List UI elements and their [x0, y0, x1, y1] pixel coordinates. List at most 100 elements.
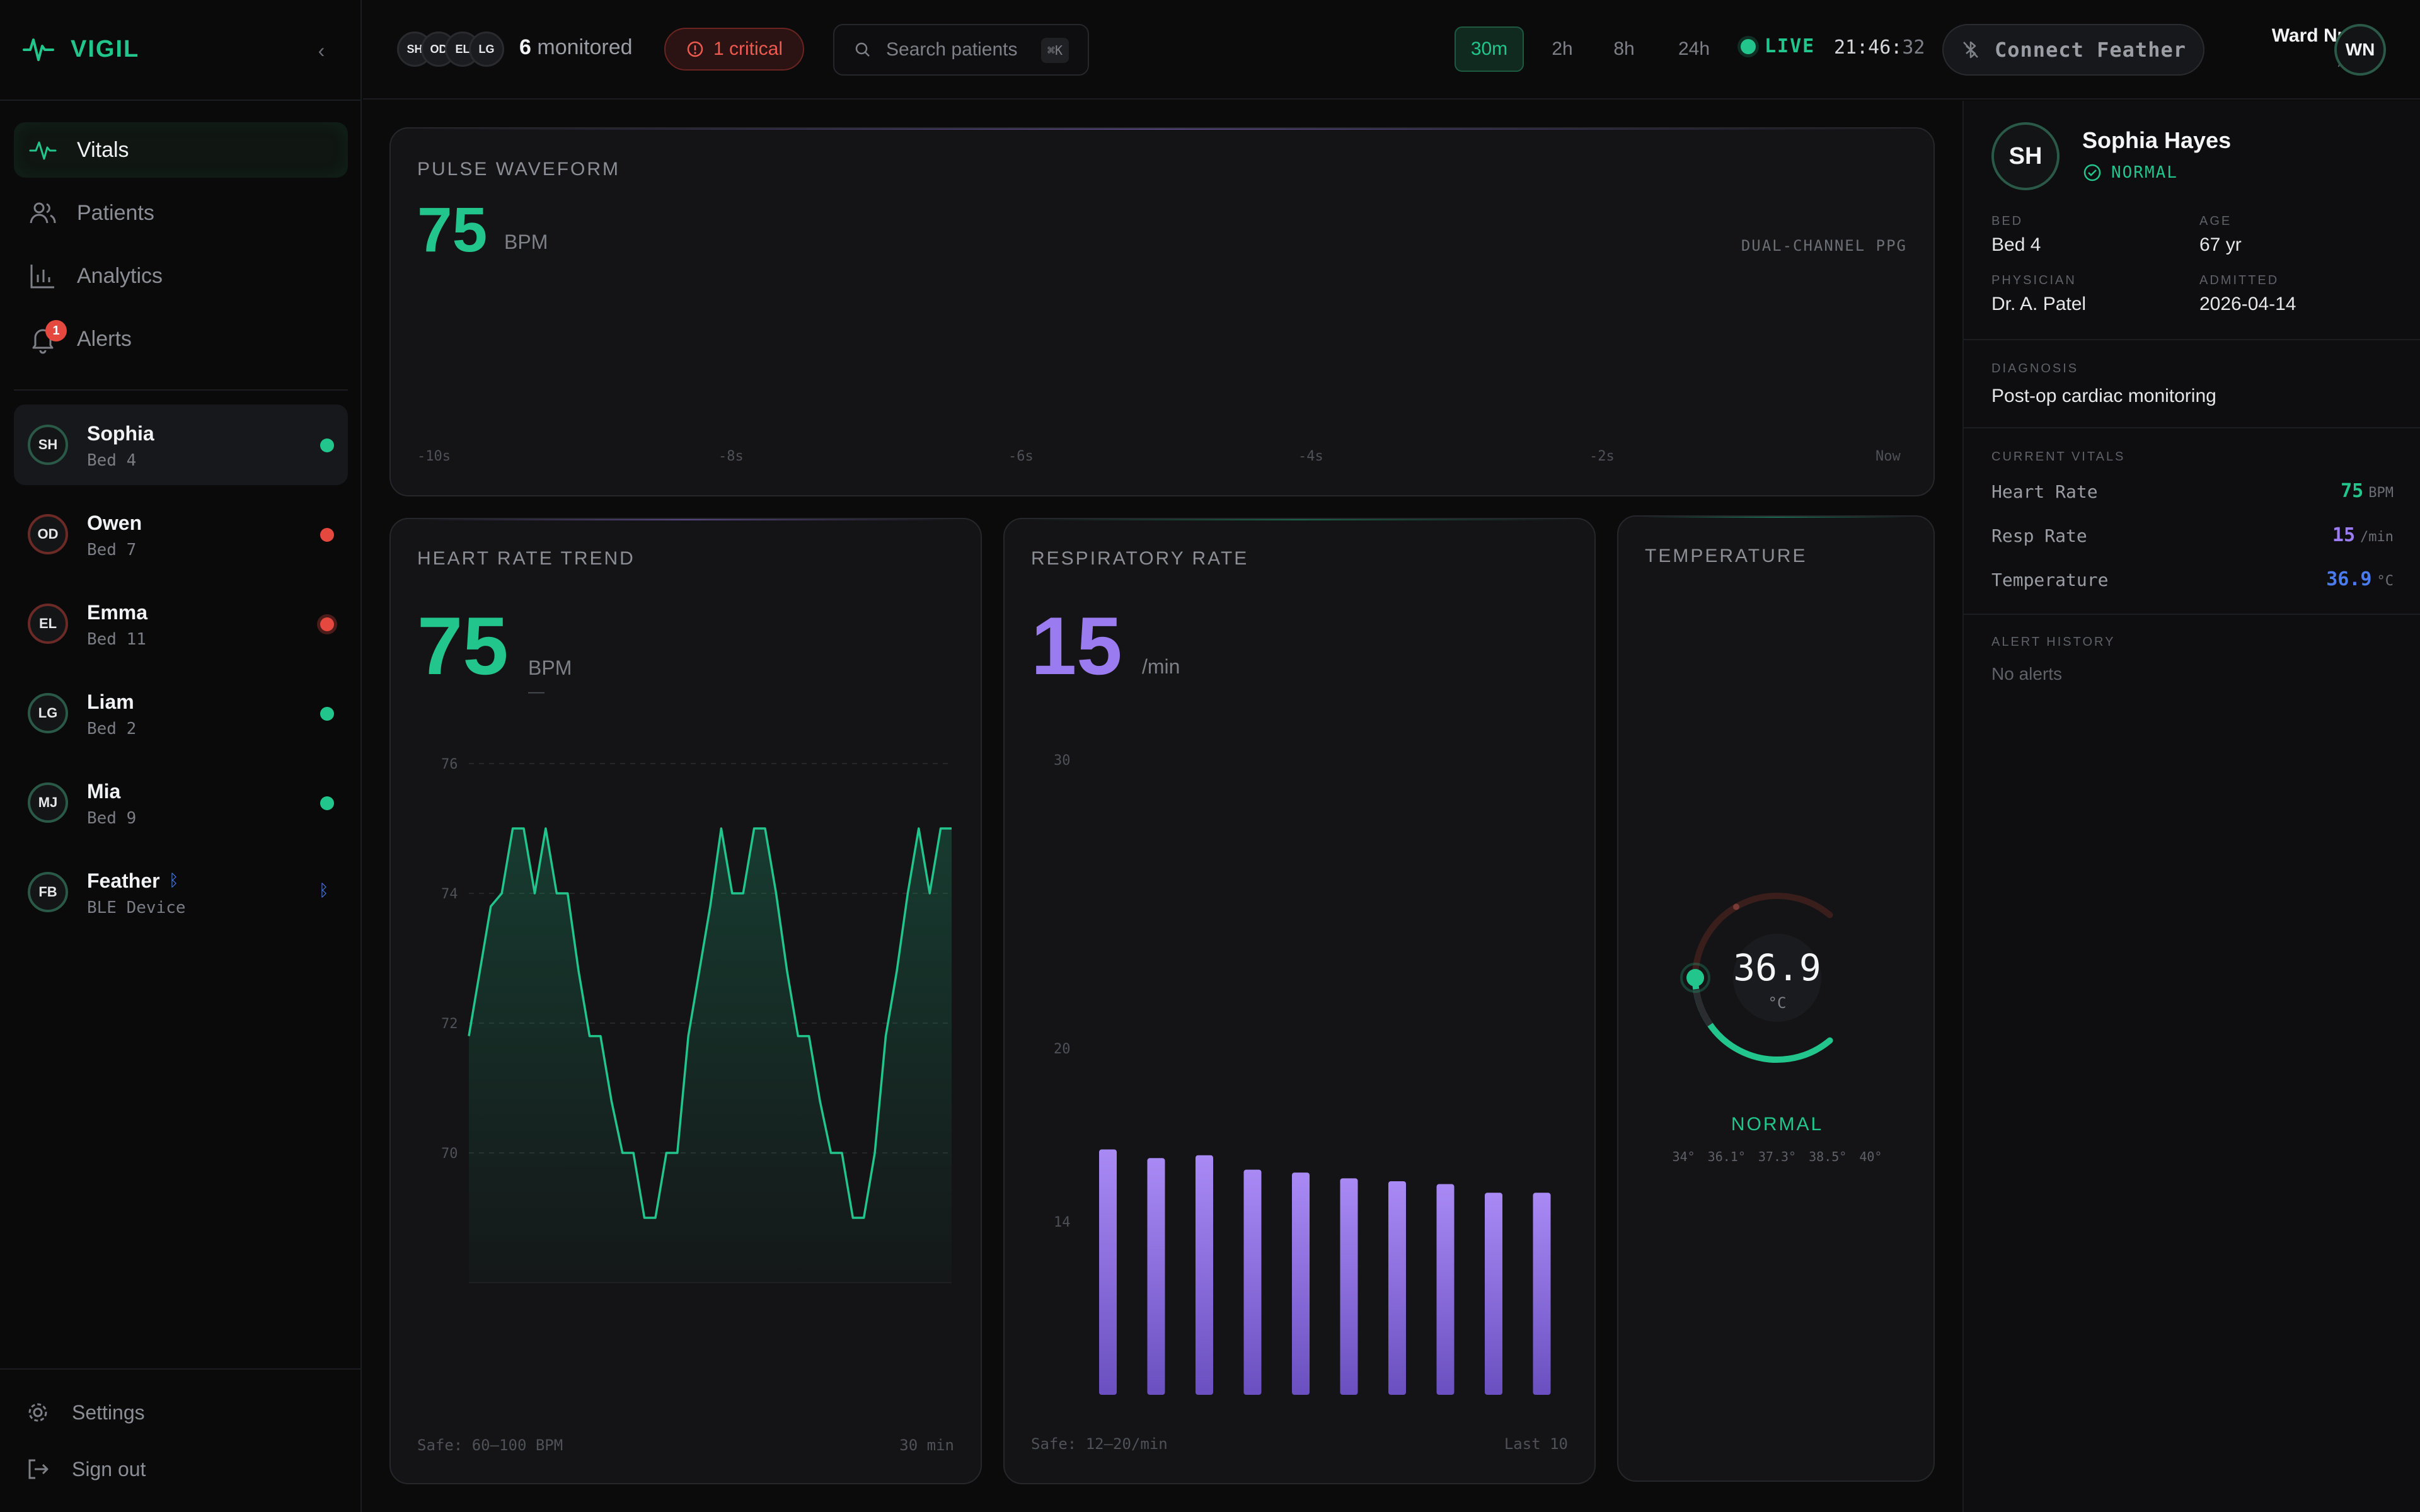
safe-range: Safe: 12–20/min: [1031, 1435, 1168, 1453]
heart-rate-trend-card: HEART RATE TREND 75 BPM — 76 74 72 70 Safe:…: [389, 518, 982, 1484]
live-dot: [1741, 38, 1756, 54]
search-icon: [855, 42, 870, 57]
temp-unit: °C: [1768, 994, 1787, 1012]
search-shortcut: ⌘K: [1040, 38, 1069, 63]
patient-item-emma[interactable]: EL Emma Bed 11: [14, 583, 348, 664]
search-placeholder: Search patients: [886, 39, 1018, 60]
sign-out-link[interactable]: Sign out: [25, 1450, 146, 1488]
status-label: NORMAL: [2111, 163, 2178, 182]
monitored-label: monitored: [537, 35, 633, 59]
avatar: OD: [28, 514, 68, 554]
time-tick: -4s: [1298, 449, 1323, 464]
patient-bed: BLE Device: [87, 898, 186, 917]
status-badge: NORMAL: [2082, 163, 2178, 183]
divider: [1964, 614, 2420, 615]
time-window: Last 10: [1504, 1435, 1568, 1453]
nav-item-label: Analytics: [77, 263, 163, 288]
vital-value: 75 BPM: [2341, 480, 2394, 502]
patient-item-owen[interactable]: OD Owen Bed 7: [14, 494, 348, 575]
vital-number: 75: [2341, 480, 2364, 502]
hr-unit: BPM: [528, 656, 572, 679]
bed-label: BED: [1991, 214, 2024, 228]
temp-scale: 34° 36.1° 37.3° 38.5° 40°: [1618, 1149, 1933, 1164]
user-avatar[interactable]: WN: [2334, 24, 2386, 76]
gauge-threshold-dot: [1733, 903, 1739, 910]
divider: [1964, 339, 2420, 340]
nav-item-alerts[interactable]: 1 Alerts: [14, 311, 348, 367]
sidebar: VIGIL ‹ Vitals Patients Analytics 1 Aler…: [0, 0, 362, 1512]
status-dot: [320, 528, 334, 542]
search-input[interactable]: Search patients ⌘K: [833, 24, 1089, 76]
y-tick-label: 76: [441, 757, 458, 772]
sign-out-label: Sign out: [72, 1457, 146, 1480]
hr-area: [469, 828, 952, 1283]
sign-out-icon: [28, 1459, 49, 1479]
app-name: VIGIL: [71, 35, 140, 62]
scale-tick: 37.3°: [1758, 1149, 1797, 1164]
live-label: LIVE: [1765, 35, 1816, 57]
patient-detail-panel: SH Sophia Hayes NORMAL BED Bed 4 AGE 67 …: [1962, 101, 2420, 1512]
card-title: TEMPERATURE: [1645, 546, 1807, 566]
pulse-value: 75: [417, 195, 488, 265]
card-title: HEART RATE TREND: [417, 548, 635, 569]
rr-bar: [1099, 1149, 1117, 1395]
gauge-track: [1693, 988, 1713, 1027]
rr-bar: [1436, 1184, 1455, 1395]
nav-item-vitals[interactable]: Vitals: [14, 122, 348, 178]
patient-name: Liam: [87, 690, 134, 713]
range-30m[interactable]: 30m: [1455, 26, 1524, 72]
vital-value: 15/min: [2332, 524, 2394, 546]
gauge-warm-zone: [1692, 893, 1833, 981]
time-tick: -6s: [1008, 449, 1034, 464]
admitted-label: ADMITTED: [2199, 273, 2279, 287]
collapse-sidebar-button[interactable]: ‹: [309, 38, 334, 63]
vital-number: 15: [2332, 524, 2356, 546]
brand[interactable]: VIGIL: [23, 29, 139, 69]
rr-bar: [1340, 1178, 1358, 1395]
range-24h[interactable]: 24h: [1678, 38, 1710, 59]
scale-tick: 34°: [1672, 1149, 1695, 1164]
nav-item-label: Alerts: [77, 326, 132, 351]
chevron-left-icon: ‹: [318, 39, 325, 62]
settings-link[interactable]: Settings: [25, 1394, 145, 1431]
divider: [1964, 427, 2420, 428]
range-2h[interactable]: 2h: [1552, 38, 1573, 59]
avatar: MJ: [28, 782, 68, 823]
card-title: PULSE WAVEFORM: [417, 159, 621, 180]
gauge-marker-halo: [1680, 963, 1710, 993]
critical-alert-pill[interactable]: 1 critical: [664, 28, 804, 71]
bed-value: Bed 4: [1991, 234, 2041, 255]
divider: [0, 100, 362, 101]
avatar: FB: [28, 872, 68, 912]
top-bar: SH OD EL LG 6 monitored 1 critical Searc…: [363, 0, 2420, 100]
patient-item-feather[interactable]: FB Feather ᛒ BLE Device ᛒ: [14, 852, 348, 932]
connect-label: Connect Feather: [1995, 38, 2186, 62]
gauge-center: [1733, 934, 1821, 1022]
rr-bar: [1196, 1155, 1213, 1395]
bluetooth-status-icon: ᛒ: [319, 881, 329, 900]
monitored-avatars[interactable]: SH OD EL LG: [397, 32, 504, 67]
age-value: 67 yr: [2199, 234, 2242, 255]
patient-bed: Bed 2: [87, 719, 137, 738]
patient-item-mia[interactable]: MJ Mia Bed 9: [14, 762, 348, 843]
scale-tick: 40°: [1859, 1149, 1882, 1164]
y-tick-label: 14: [1054, 1215, 1071, 1230]
patient-item-liam[interactable]: LG Liam Bed 2: [14, 673, 348, 753]
card-accent: [416, 519, 955, 520]
patient-item-sophia[interactable]: SH Sophia Bed 4: [14, 404, 348, 485]
rr-bar-chart: 30 20 14: [1054, 753, 1551, 1395]
nav-item-analytics[interactable]: Analytics: [14, 248, 348, 304]
card-accent: [416, 129, 1908, 130]
status-dot: [320, 707, 334, 721]
connect-feather-button[interactable]: Connect Feather: [1942, 24, 2204, 76]
channel-label: DUAL-CHANNEL PPG: [1741, 237, 1907, 255]
gauge-marker: [1686, 969, 1705, 987]
time-tick: -10s: [417, 449, 451, 464]
rr-bar: [1485, 1193, 1502, 1395]
physician-value: Dr. A. Patel: [1991, 294, 2087, 314]
range-8h[interactable]: 8h: [1613, 38, 1635, 59]
avatar: EL: [28, 604, 68, 644]
nav-item-patients[interactable]: Patients: [14, 185, 348, 241]
temperature-gauge: [1680, 893, 1833, 1063]
divider: [0, 1368, 362, 1370]
